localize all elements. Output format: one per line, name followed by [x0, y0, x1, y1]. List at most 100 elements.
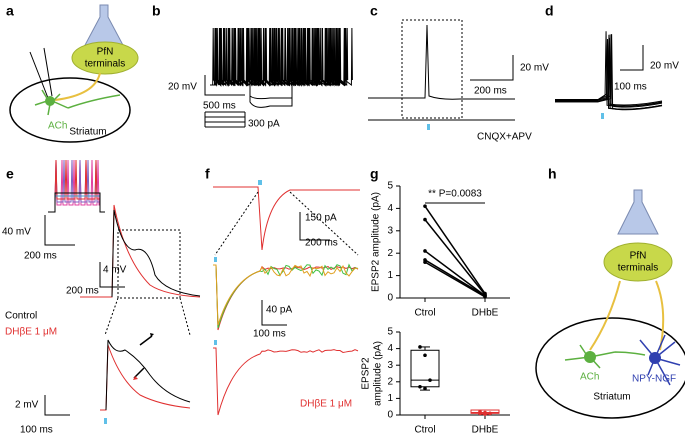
scale-text: CNQX+APV [477, 132, 532, 143]
y-tick-label: 5 [387, 181, 393, 192]
scale-bar [99, 262, 125, 288]
panel-label: e [6, 166, 14, 182]
trace [210, 27, 353, 108]
trace [213, 264, 359, 326]
y-tick-label: 0 [387, 410, 393, 421]
scale-text: 2 mV [15, 400, 39, 411]
pfn-text: PfN [630, 251, 647, 262]
y-tick-label: 3 [387, 360, 393, 371]
scale-text: 100 ms [20, 425, 53, 436]
trace [213, 263, 359, 329]
data-point [423, 217, 427, 222]
label: Striatum [69, 127, 106, 138]
neuron [639, 334, 681, 386]
data-point [478, 411, 482, 416]
scale-text: 100 ms [253, 329, 286, 340]
label: Striatum [593, 392, 630, 403]
zoom-box [117, 229, 181, 299]
trace [249, 85, 293, 100]
legend-text: DHβE 1 μM [5, 327, 57, 338]
light-cone [83, 4, 125, 48]
stim-mark [601, 113, 604, 119]
y-axis-label: amplitude (pA) [373, 341, 384, 406]
data-point [423, 353, 427, 358]
panel-label: h [548, 166, 557, 182]
trace [555, 34, 663, 108]
stim-mark [214, 257, 217, 262]
series-line [424, 259, 486, 297]
pfn-ellipse [71, 41, 139, 75]
panel-label: g [370, 166, 379, 182]
scale-text: 40 mV [2, 227, 31, 238]
pfn-ellipse [603, 242, 673, 282]
scale-text: 200 ms [66, 286, 99, 297]
y-tick-label: 2 [387, 248, 393, 259]
scale-text: 40 pA [266, 305, 292, 316]
arrow-head [133, 376, 138, 380]
trace [555, 37, 663, 107]
x-tick-label: Ctrol [414, 308, 435, 319]
step-protocol [204, 111, 246, 128]
trace [111, 209, 201, 298]
y-tick-label: 1 [387, 393, 393, 404]
y-axis-label: EPSP2 amplitude (pA) [371, 192, 382, 292]
y-tick-label: 0 [387, 293, 393, 304]
stim-mark [258, 180, 262, 185]
trace [100, 344, 191, 411]
panel-label: b [152, 3, 161, 19]
scale-text: 200 ms [24, 251, 57, 262]
trace [48, 159, 105, 213]
trace [213, 186, 360, 251]
y-tick-label: 5 [387, 327, 393, 338]
data-point [483, 412, 487, 416]
striatum-ellipse [9, 77, 131, 143]
x-tick-label: DHbE [472, 425, 499, 436]
trace [210, 27, 346, 87]
trace [48, 192, 105, 213]
trace [213, 347, 359, 416]
x-tick-label: DHbE [472, 308, 499, 319]
data-point [423, 249, 427, 253]
zoom-box [401, 19, 463, 119]
scale-bar [44, 215, 75, 246]
scale-text: 100 ms [614, 82, 647, 93]
trace [213, 263, 359, 416]
scale-bar [204, 75, 245, 96]
legend-text: DHβE 1 μM [300, 399, 352, 410]
y-tick-label: 1 [387, 270, 393, 281]
neuron-soma [584, 351, 596, 363]
x-tick-label: Ctrol [414, 425, 435, 436]
scale-text: 500 ms [203, 101, 236, 112]
electrode [29, 47, 53, 99]
scale-text: 20 mV [520, 63, 549, 74]
series-line [424, 250, 486, 297]
label: ACh [580, 372, 599, 383]
y-tick-label: 3 [387, 225, 393, 236]
scale-bar [620, 45, 644, 71]
scale-bar [299, 212, 330, 241]
zoom-line [214, 191, 359, 256]
scale-bar [261, 300, 287, 326]
striatum-ellipse [535, 317, 685, 419]
data-point [418, 384, 422, 389]
trace [48, 159, 105, 213]
stim-mark [104, 418, 107, 424]
pfn-text: terminals [618, 263, 659, 274]
scale-bar [470, 55, 514, 81]
scale-text: 300 pA [248, 119, 280, 130]
scale-text: 20 mV [168, 82, 197, 93]
trace [105, 339, 191, 411]
scale-text: 200 ms [474, 86, 507, 97]
axon [54, 72, 101, 101]
y-tick-label: 4 [387, 343, 393, 354]
scale-text: 4 mV [103, 265, 127, 276]
y-tick-label: 4 [387, 203, 393, 214]
data-point [483, 295, 487, 299]
neuron-soma [649, 352, 661, 364]
annotation: ** P=0.0083 [428, 189, 482, 200]
data-point [418, 345, 422, 349]
trace [80, 204, 201, 298]
arrow-head [150, 333, 154, 337]
stim-mark [214, 340, 217, 345]
